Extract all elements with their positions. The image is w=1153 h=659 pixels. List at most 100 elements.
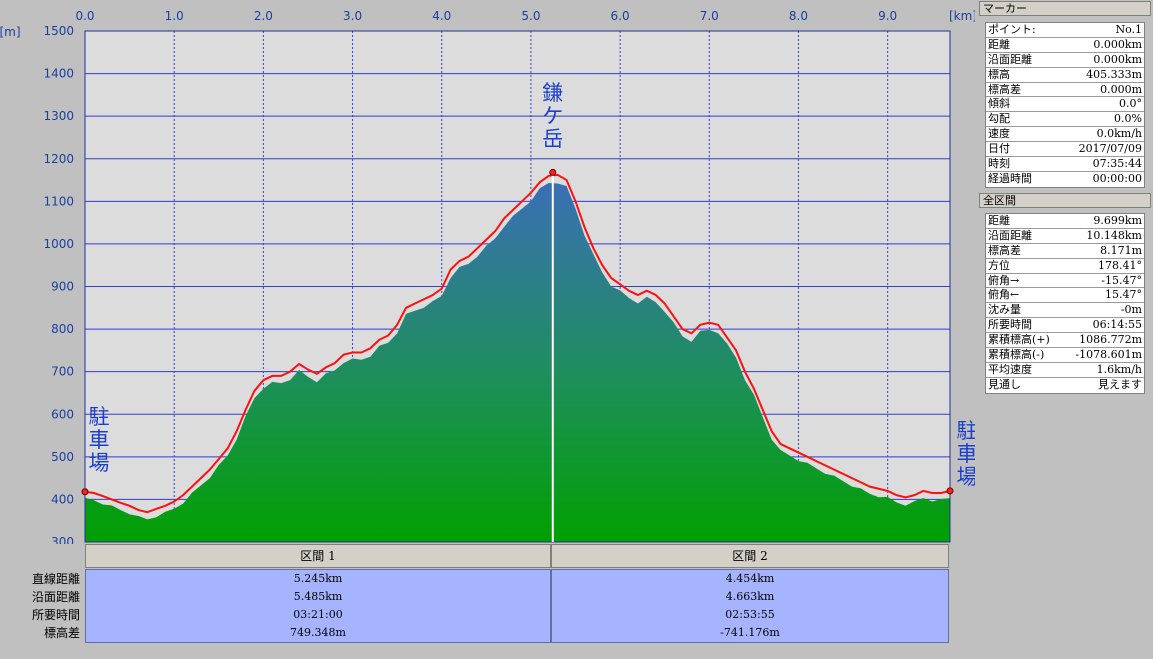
total-row: 見通し 見えます <box>986 378 1144 393</box>
y-tick-label: 1000 <box>43 237 74 251</box>
total-key: 標高差 <box>988 243 1021 257</box>
marker-value: 0.0km/h <box>1096 127 1142 141</box>
y-tick-label: 400 <box>51 492 74 506</box>
total-row: 俯角← 15.47° <box>986 288 1144 304</box>
total-value: 1086.772m <box>1079 333 1142 347</box>
total-value: 178.41° <box>1098 258 1142 272</box>
label-required-time: 所要時間 <box>31 608 80 622</box>
y-tick-label: 700 <box>51 365 74 379</box>
marker-key: 距離 <box>988 37 1010 51</box>
marker-key: 勾配 <box>988 112 1010 126</box>
x-tick-label: 6.0 <box>611 9 630 23</box>
total-key: 累積標高(+) <box>988 333 1050 347</box>
total-row: 沿面距離 10.148km <box>986 229 1144 244</box>
total-value: 見えます <box>1098 377 1142 391</box>
x-tick-label: 5.0 <box>521 9 540 23</box>
marker-row: 標高差 0.000m <box>986 83 1144 98</box>
elevation-profile-chart[interactable]: 0.0 1.0 2.0 3.0 4.0 5.0 6.0 7.0 8.0 9.0 1500 1400 13… <box>0 0 975 659</box>
total-value: -15.47° <box>1101 273 1142 287</box>
marker-value: 405.333m <box>1086 67 1142 81</box>
total-row: 俯角→ -15.47° <box>986 274 1144 289</box>
marker-value: 00:00:00 <box>1092 171 1142 185</box>
x-tick-label: 2.0 <box>254 9 273 23</box>
marker-list: ポイント: No.1 距離 0.000km 沿面距離 0.000km 標高 405.333m 標… <box>985 22 1145 188</box>
marker-key: 沿面距離 <box>988 52 1032 66</box>
y-tick-label: 900 <box>51 280 74 294</box>
marker-row: 時刻 07:35:44 <box>986 157 1144 172</box>
total-key: 沿面距離 <box>988 228 1032 242</box>
waypoint-label: 駐 <box>957 419 976 443</box>
marker-value: 0.000km <box>1093 37 1142 51</box>
total-row: 沈み量 -0m <box>986 303 1144 319</box>
marker-key: 時刻 <box>988 157 1010 171</box>
marker-value: 0.000m <box>1100 82 1142 96</box>
waypoint-label: 場 <box>957 465 976 489</box>
x-tick-label: 3.0 <box>343 9 362 23</box>
total-key: 俯角← <box>988 288 1020 302</box>
x-tick-label: 1.0 <box>165 9 184 23</box>
marker-row: 速度 0.0km/h <box>986 127 1144 143</box>
x-tick-label: 4.0 <box>432 9 451 23</box>
section1-time: 03:21:00 <box>293 608 343 621</box>
section1-values: 5.245km 5.485km 03:21:00 749.348m <box>85 569 551 643</box>
y-tick-label: 1500 <box>43 24 74 38</box>
marker-row: 距離 0.000km <box>986 38 1144 53</box>
marker-key: 速度 <box>988 127 1010 141</box>
marker-value: 0.0° <box>1119 97 1142 111</box>
marker-key: 傾斜 <box>988 97 1010 111</box>
y-tick-label: 1200 <box>43 152 74 166</box>
total-row: 所要時間 06:14:55 <box>986 318 1144 334</box>
total-key: 累積標高(-) <box>988 348 1045 362</box>
marker-key: 経過時間 <box>988 171 1032 185</box>
marker-row: 勾配 0.0% <box>986 112 1144 128</box>
total-value: 06:14:55 <box>1092 318 1142 332</box>
total-key: 沈み量 <box>988 303 1021 317</box>
waypoint-label: ケ <box>542 104 563 128</box>
info-panel: マーカー ポイント: No.1 距離 0.000km 沿面距離 0.000km 標高 405.… <box>977 0 1153 659</box>
total-key: 見通し <box>988 377 1021 391</box>
y-tick-label: 1300 <box>43 109 74 123</box>
section2-header[interactable]: 区間 2 <box>551 544 949 568</box>
section2-surface-distance: 4.663km <box>725 590 775 603</box>
section2-straight-distance: 4.454km <box>725 572 775 585</box>
total-value: 1.6km/h <box>1096 362 1142 376</box>
waypoint-marker[interactable] <box>549 168 557 176</box>
total-row: 方位 178.41° <box>986 259 1144 274</box>
marker-key: ポイント: <box>988 23 1036 36</box>
waypoint-label: 岳 <box>542 127 563 151</box>
total-row: 累積標高(+) 1086.772m <box>986 333 1144 349</box>
section2-elevation-diff: -741.176m <box>720 626 780 639</box>
waypoint-label: 車 <box>957 442 976 466</box>
marker-row: 経過時間 00:00:00 <box>986 172 1144 187</box>
total-row: 平均速度 1.6km/h <box>986 363 1144 378</box>
marker-key: 標高差 <box>988 82 1021 96</box>
y-tick-label: 300 <box>51 535 74 544</box>
waypoint-marker[interactable] <box>81 488 89 496</box>
total-list: 距離 9.699km 沿面距離 10.148km 標高差 8.171m 方位 178.41° 俯… <box>985 213 1145 394</box>
y-unit-label: [m] <box>0 25 21 39</box>
marker-value: No.1 <box>1115 23 1142 36</box>
marker-value: 0.000km <box>1093 52 1142 66</box>
label-elevation-diff: 標高差 <box>43 626 80 640</box>
total-row: 距離 9.699km <box>986 214 1144 229</box>
x-unit-label: [km] <box>949 9 975 23</box>
section1-header[interactable]: 区間 1 <box>85 544 551 568</box>
section2-time: 02:53:55 <box>725 608 775 621</box>
marker-row: 日付 2017/07/09 <box>986 142 1144 158</box>
total-row: 累積標高(-) -1078.601m <box>986 348 1144 363</box>
y-tick-label: 800 <box>51 322 74 336</box>
plot-frame <box>84 30 951 543</box>
marker-key: 標高 <box>988 67 1010 81</box>
total-value: -0m <box>1120 303 1142 317</box>
waypoint-label: 駐 <box>89 405 110 429</box>
section2-values: 4.454km 4.663km 02:53:55 -741.176m <box>551 569 949 643</box>
marker-row: 傾斜 0.0° <box>986 97 1144 113</box>
profile-svg[interactable]: 0.0 1.0 2.0 3.0 4.0 5.0 6.0 7.0 8.0 9.0 1500 1400 13… <box>0 0 975 544</box>
section1-straight-distance: 5.245km <box>293 572 343 585</box>
marker-value: 2017/07/09 <box>1078 142 1142 156</box>
total-value: 10.148km <box>1086 228 1142 242</box>
x-tick-label: 8.0 <box>789 9 808 23</box>
route-line[interactable] <box>84 173 951 514</box>
x-tick-label: 9.0 <box>878 9 897 23</box>
waypoint-marker[interactable] <box>946 487 954 495</box>
